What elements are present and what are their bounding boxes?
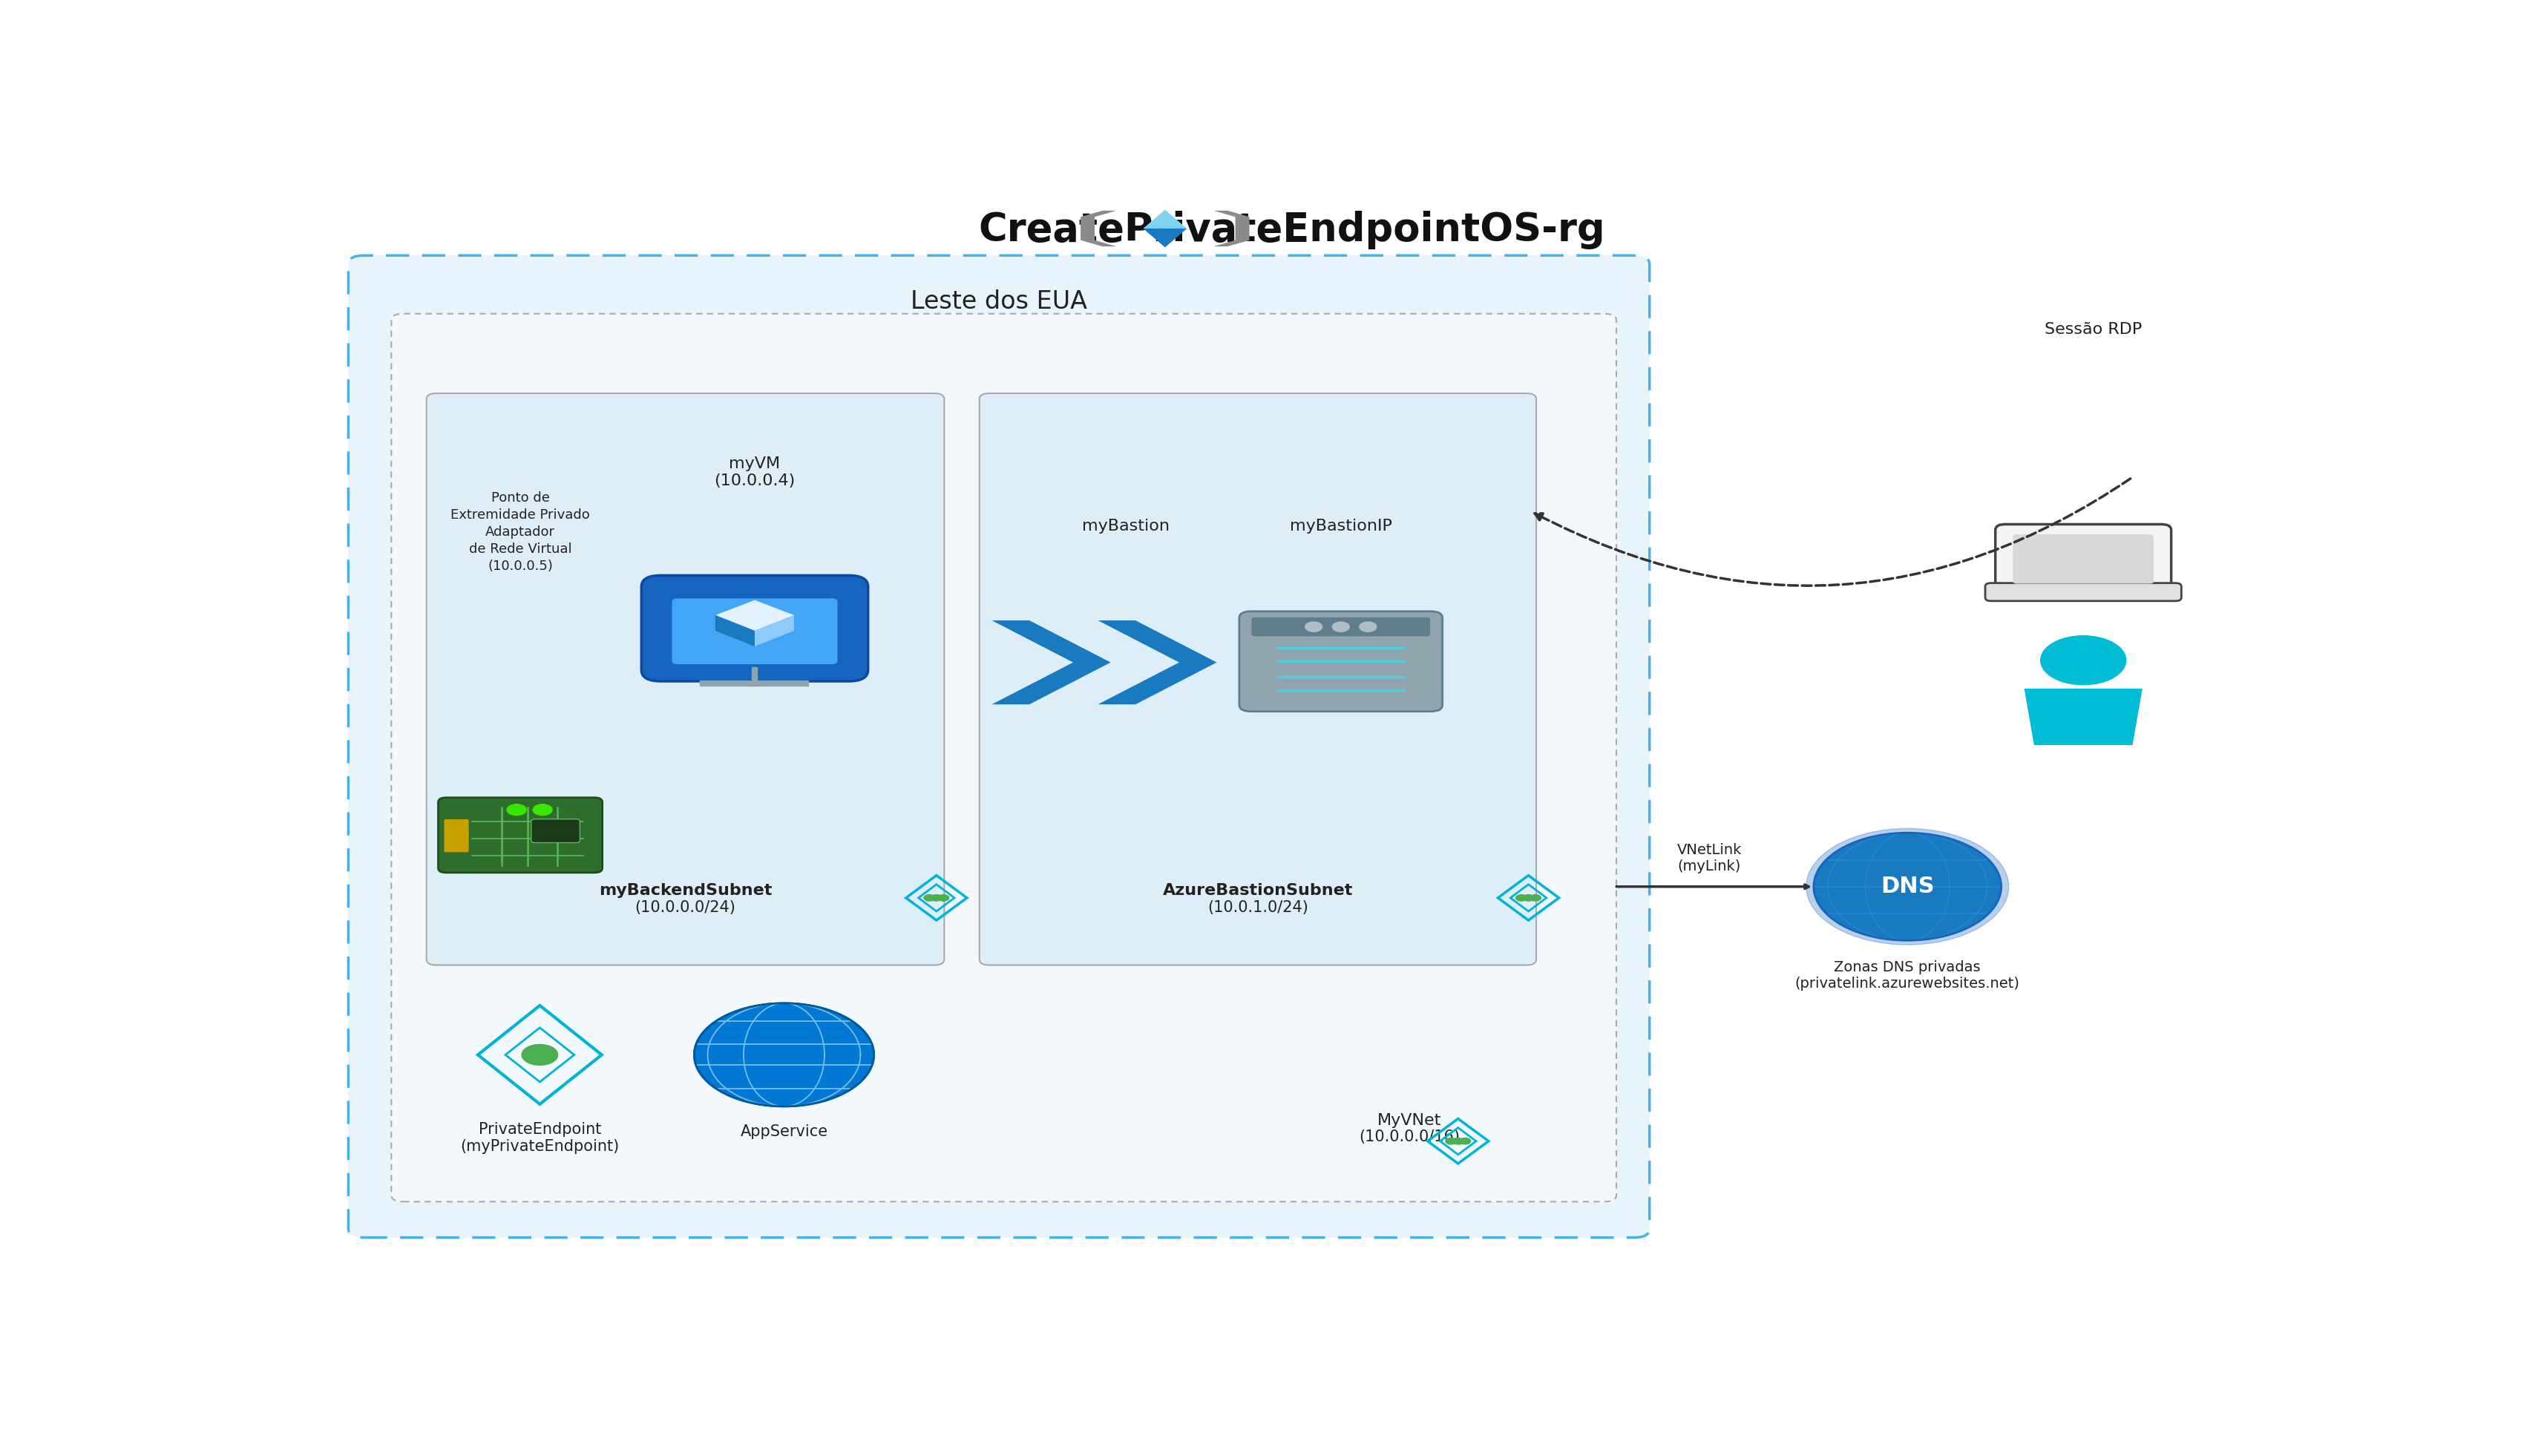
- Circle shape: [1306, 622, 1321, 632]
- Polygon shape: [1082, 211, 1117, 246]
- Text: Sessão RDP: Sessão RDP: [2045, 322, 2143, 338]
- Text: (10.0.0.0/16): (10.0.0.0/16): [1359, 1130, 1460, 1144]
- FancyBboxPatch shape: [673, 598, 837, 664]
- FancyBboxPatch shape: [2012, 534, 2153, 584]
- FancyBboxPatch shape: [439, 798, 603, 872]
- Text: AzureBastionSubnet: AzureBastionSubnet: [1162, 882, 1354, 898]
- Circle shape: [507, 804, 527, 815]
- Text: (10.0.1.0/24): (10.0.1.0/24): [1208, 900, 1308, 914]
- Text: Ponto de
Extremidade Privado
Adaptador
de Rede Virtual
(10.0.0.5): Ponto de Extremidade Privado Adaptador d…: [451, 491, 590, 572]
- FancyBboxPatch shape: [444, 820, 469, 852]
- Polygon shape: [754, 614, 794, 646]
- FancyBboxPatch shape: [1250, 617, 1429, 636]
- Polygon shape: [1099, 620, 1218, 705]
- Text: myBackendSubnet: myBackendSubnet: [600, 882, 771, 898]
- Circle shape: [2039, 636, 2125, 684]
- Circle shape: [522, 1044, 557, 1066]
- Text: VNetLink
(myLink): VNetLink (myLink): [1676, 843, 1742, 874]
- Circle shape: [1452, 1139, 1465, 1144]
- Circle shape: [1359, 622, 1376, 632]
- Text: myVM
(10.0.0.4): myVM (10.0.0.4): [713, 457, 794, 489]
- Polygon shape: [716, 600, 794, 630]
- FancyBboxPatch shape: [640, 575, 867, 681]
- Text: myBastion: myBastion: [1082, 518, 1170, 533]
- Polygon shape: [1142, 229, 1187, 248]
- Polygon shape: [1213, 211, 1250, 246]
- Polygon shape: [716, 614, 754, 646]
- Polygon shape: [2024, 689, 2143, 745]
- Circle shape: [938, 894, 948, 901]
- Circle shape: [1530, 894, 1540, 901]
- Circle shape: [1813, 833, 2002, 941]
- Text: Leste dos EUA: Leste dos EUA: [910, 290, 1087, 313]
- Text: PrivateEndpoint
(myPrivateEndpoint): PrivateEndpoint (myPrivateEndpoint): [461, 1123, 620, 1155]
- Circle shape: [693, 1003, 875, 1107]
- Text: MyVNet: MyVNet: [1376, 1112, 1442, 1127]
- FancyBboxPatch shape: [978, 393, 1535, 965]
- Circle shape: [1515, 894, 1528, 901]
- FancyBboxPatch shape: [426, 393, 945, 965]
- FancyBboxPatch shape: [1240, 612, 1442, 712]
- Text: Zonas DNS privadas
(privatelink.azurewebsites.net): Zonas DNS privadas (privatelink.azureweb…: [1795, 961, 2019, 992]
- FancyBboxPatch shape: [1997, 524, 2171, 591]
- Circle shape: [923, 894, 935, 901]
- Circle shape: [930, 894, 943, 901]
- Circle shape: [1805, 828, 2009, 945]
- Text: myBastionIP: myBastionIP: [1291, 518, 1392, 533]
- FancyBboxPatch shape: [532, 820, 580, 843]
- Circle shape: [1523, 894, 1533, 901]
- Circle shape: [532, 804, 552, 815]
- FancyBboxPatch shape: [348, 255, 1649, 1238]
- FancyBboxPatch shape: [391, 313, 1616, 1201]
- Polygon shape: [991, 620, 1112, 705]
- Text: AppService: AppService: [741, 1124, 827, 1139]
- Text: DNS: DNS: [1881, 877, 1934, 897]
- Text: CreatePrivateEndpointOS-rg: CreatePrivateEndpointOS-rg: [978, 211, 1606, 249]
- Circle shape: [1460, 1139, 1470, 1144]
- FancyBboxPatch shape: [1984, 582, 2181, 601]
- Text: (10.0.0.0/24): (10.0.0.0/24): [635, 900, 736, 914]
- Circle shape: [1331, 622, 1349, 632]
- Circle shape: [1445, 1139, 1457, 1144]
- Polygon shape: [1142, 210, 1187, 229]
